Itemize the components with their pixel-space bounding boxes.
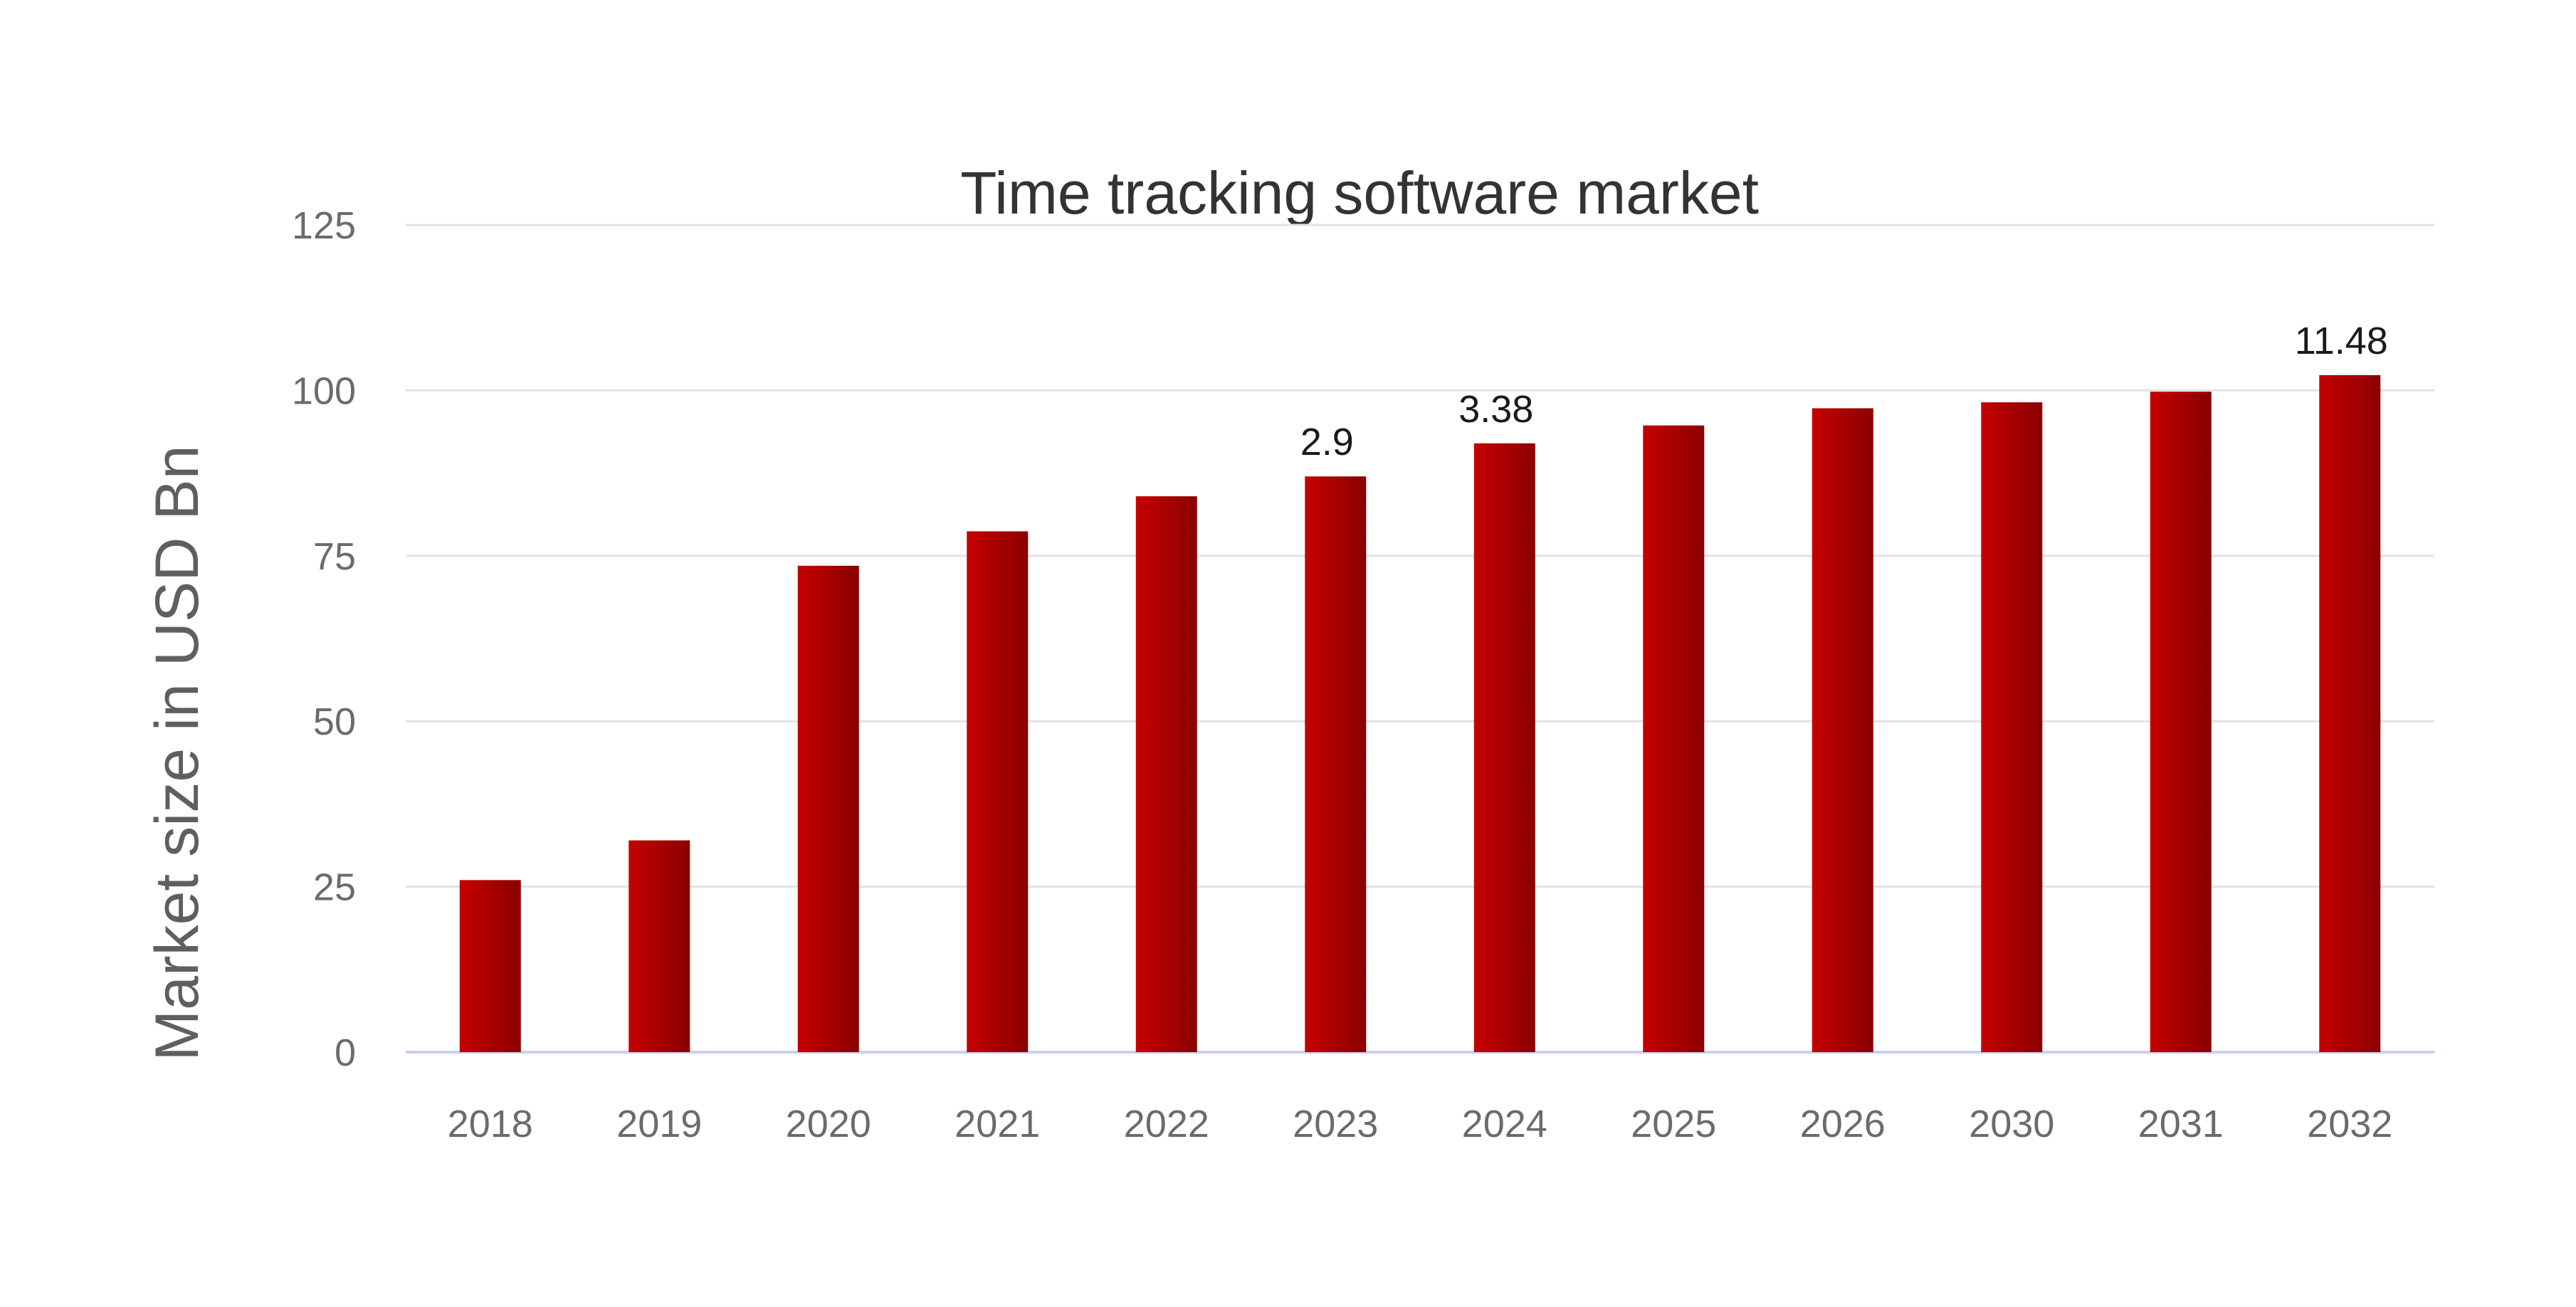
data-labels: 2.9 3.38 11.48 [1300, 320, 2388, 463]
bar-2031 [2150, 392, 2212, 1052]
x-tick-label: 2031 [2138, 1103, 2224, 1145]
chart-title: Time tracking software market [960, 159, 1759, 226]
bar-2022 [1135, 496, 1197, 1052]
x-tick-label: 2024 [1462, 1103, 1547, 1145]
gridlines [406, 224, 2434, 1054]
bar-2018 [459, 880, 521, 1052]
bar-2020 [797, 565, 859, 1052]
bar-2024 [1473, 443, 1535, 1052]
bars [459, 375, 2381, 1052]
x-tick-label: 2019 [616, 1103, 702, 1145]
data-label-2024: 3.38 [1458, 388, 1533, 431]
y-tick-label: 25 [313, 866, 356, 909]
y-axis-title: Market size in USD Bn [143, 445, 211, 1061]
bar-2032 [2319, 375, 2381, 1052]
data-label-2023: 2.9 [1300, 421, 1354, 463]
y-tick-label: 50 [313, 700, 356, 743]
bar-2030 [1981, 402, 2043, 1052]
x-tick-label: 2030 [1969, 1103, 2054, 1145]
x-tick-label: 2022 [1124, 1103, 1209, 1145]
x-tick-label: 2032 [2307, 1103, 2392, 1145]
x-tick-label: 2025 [1631, 1103, 1716, 1145]
x-axis-ticks: 2018 2019 2020 2021 2022 2023 2024 2025 2026 2030… [448, 1103, 2393, 1145]
bar-2026 [1812, 408, 1873, 1052]
x-tick-label: 2023 [1293, 1103, 1378, 1145]
x-tick-label: 2021 [955, 1103, 1040, 1145]
y-tick-label: 0 [335, 1032, 356, 1074]
bar-2019 [629, 840, 690, 1052]
x-tick-label: 2018 [448, 1103, 533, 1145]
bar-2023 [1305, 476, 1367, 1052]
bar-2021 [967, 531, 1029, 1052]
y-tick-label: 125 [292, 204, 356, 247]
x-tick-label: 2026 [1800, 1103, 1886, 1145]
bar-2025 [1643, 425, 1705, 1052]
y-axis-ticks: 0 25 50 75 100 125 [292, 204, 356, 1074]
y-tick-label: 100 [292, 369, 356, 412]
data-label-2032: 11.48 [2295, 320, 2388, 362]
y-tick-label: 75 [313, 535, 356, 578]
x-tick-label: 2020 [786, 1103, 871, 1145]
